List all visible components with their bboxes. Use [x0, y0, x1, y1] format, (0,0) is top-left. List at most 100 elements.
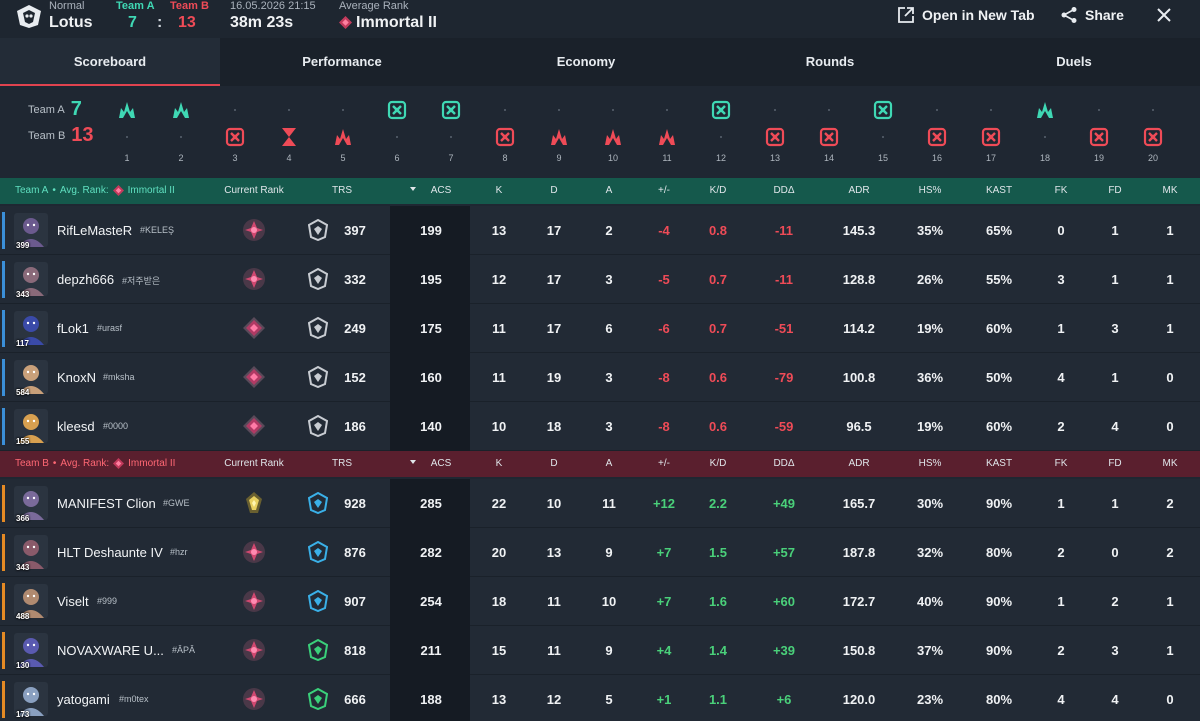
stat-k: 11 — [492, 321, 506, 336]
round-number: 17 — [985, 153, 996, 163]
player-name[interactable]: RifLeMasteR — [57, 223, 133, 238]
agent-avatar — [14, 633, 48, 667]
player-row[interactable]: 584 KnoxN #mksha 152 160 11 19 3 -8 0.6 -79 100.8 36… — [0, 353, 1200, 402]
round-column[interactable]: 19 — [1084, 86, 1114, 178]
round-column[interactable]: 18 — [1030, 86, 1060, 178]
share-button[interactable]: Share — [1060, 6, 1124, 24]
agent-avatar — [14, 584, 48, 618]
team-color-bar — [2, 310, 5, 347]
tab-economy[interactable]: Economy — [556, 54, 616, 69]
round-column[interactable]: 6 — [382, 86, 412, 178]
round-column[interactable]: 17 — [976, 86, 1006, 178]
trs-icon — [307, 540, 329, 564]
elimination-icon — [601, 125, 625, 149]
col-header-kd: K/D — [709, 185, 727, 196]
tab-duels[interactable]: Duels — [1056, 54, 1092, 69]
player-name[interactable]: Viselt — [57, 594, 89, 609]
player-name[interactable]: yatogami — [57, 692, 110, 707]
empty-round-dot — [828, 109, 830, 111]
team-a-header: Team A • Avg. Rank: Immortal II Current … — [0, 178, 1200, 204]
player-row[interactable]: 343 depzh666 #저주받은 332 195 12 17 3 -5 0.7 -11 128.8… — [0, 255, 1200, 304]
round-column[interactable]: 4 — [274, 86, 304, 178]
stat-trs: 152 — [344, 370, 366, 385]
round-column[interactable]: 12 — [706, 86, 736, 178]
tab-rounds[interactable]: Rounds — [805, 54, 855, 69]
player-row[interactable]: 399 RifLeMasteR #KELEŞ 397 199 13 17 2 -4 0.8 -11 1… — [0, 206, 1200, 255]
round-column[interactable]: 15 — [868, 86, 898, 178]
player-row[interactable]: 173 yatogami #m0tex 666 188 13 12 5 +1 1.1 +6 120.0… — [0, 675, 1200, 721]
stat-fk: 0 — [1057, 223, 1065, 238]
round-column[interactable]: 2 — [166, 86, 196, 178]
tab-scoreboard[interactable]: Scoreboard — [0, 38, 220, 86]
round-column[interactable]: 9 — [544, 86, 574, 178]
round-column[interactable]: 14 — [814, 86, 844, 178]
player-name[interactable]: NOVAXWARE U... — [57, 643, 164, 658]
round-column[interactable]: 11 — [652, 86, 682, 178]
stat-adr: 114.2 — [843, 321, 875, 336]
account-level: 117 — [16, 339, 29, 348]
round-column[interactable]: 8 — [490, 86, 520, 178]
player-name[interactable]: KnoxN — [57, 370, 97, 385]
stat-dd: +60 — [772, 594, 796, 609]
stat-a: 10 — [601, 594, 617, 609]
team-a-avg-rank-label: Avg. Rank: — [59, 185, 109, 196]
trs-icon — [307, 638, 329, 662]
team-color-bar — [2, 681, 5, 718]
player-row[interactable]: 488 Viselt #999 907 254 18 11 10 +7 1.6 +60 172.7 40… — [0, 577, 1200, 626]
stat-adr: 172.7 — [842, 594, 876, 609]
round-column[interactable]: 13 — [760, 86, 790, 178]
player-row[interactable]: 117 fLok1 #urasf 249 175 11 17 6 -6 0.7 -51 114.2 19… — [0, 304, 1200, 353]
player-name[interactable]: fLok1 — [57, 321, 89, 336]
current-rank-icon — [242, 589, 266, 613]
player-row[interactable]: 130 NOVAXWARE U... #ÂPÂ 818 211 15 11 9 +4 1.4 +39… — [0, 626, 1200, 675]
tab-performance[interactable]: Performance — [302, 54, 382, 69]
player-name[interactable]: HLT Deshaunte IV — [57, 545, 163, 560]
round-column[interactable]: 10 — [598, 86, 628, 178]
round-column[interactable]: 16 — [922, 86, 952, 178]
empty-round-dot — [990, 109, 992, 111]
stat-trs: 928 — [344, 496, 366, 511]
col-header-acs[interactable]: ACS — [430, 185, 452, 196]
player-row[interactable]: 366 MANIFEST Clion #GWE 928 285 22 10 11 +12 2.2 +… — [0, 479, 1200, 528]
round-column[interactable]: 3 — [220, 86, 250, 178]
round-column[interactable]: 5 — [328, 86, 358, 178]
acs-column-highlight — [390, 402, 470, 451]
round-timeline: Team A 7 Team B 13 1 2 3 4 5 6 7 8 9 10 11 12 13 14 15… — [0, 86, 1200, 178]
acs-column-highlight — [390, 626, 470, 675]
round-column[interactable]: 1 — [112, 86, 142, 178]
stat-a: 6 — [605, 321, 613, 336]
round-column[interactable]: 7 — [436, 86, 466, 178]
stat-adr: 100.8 — [842, 370, 876, 385]
stat-dd: +6 — [776, 692, 792, 707]
current-rank-icon — [242, 491, 266, 515]
open-new-tab-button[interactable]: Open in New Tab — [897, 6, 1035, 24]
immortal-rank-icon — [113, 458, 125, 469]
stat-hs: 19% — [916, 419, 944, 434]
stat-kast: 90% — [985, 496, 1013, 511]
round-column[interactable]: 20 — [1138, 86, 1168, 178]
team-a-label: Team A — [15, 185, 49, 196]
stat-a: 11 — [602, 496, 616, 511]
empty-round-dot — [180, 136, 182, 138]
defuse-icon — [439, 98, 463, 122]
score-separator: : — [157, 14, 163, 31]
stat-fk: 3 — [1057, 272, 1065, 287]
col-header-fd: FD — [1108, 185, 1122, 196]
share-icon — [1061, 7, 1077, 23]
player-name[interactable]: depzh666 — [57, 272, 115, 287]
empty-round-dot — [1098, 109, 1100, 111]
player-row[interactable]: 155 kleesd #0000 186 140 10 18 3 -8 0.6 -59 96.5 19%… — [0, 402, 1200, 451]
player-row[interactable]: 343 HLT Deshaunte IV #hzr 876 282 20 13 9 +7 1.5 +… — [0, 528, 1200, 577]
stat-fd: 1 — [1111, 223, 1119, 238]
timeline-team-b: Team B 13 — [28, 124, 94, 146]
col-header-acs[interactable]: ACS — [430, 458, 452, 469]
stat-d: 10 — [546, 496, 562, 511]
empty-round-dot — [936, 109, 938, 111]
close-icon[interactable] — [1154, 5, 1174, 25]
stat-hs: 32% — [916, 545, 944, 560]
stat-kast: 60% — [985, 419, 1013, 434]
player-name[interactable]: kleesd — [57, 419, 95, 434]
stat-kd: 0.7 — [708, 321, 728, 336]
player-name[interactable]: MANIFEST Clion — [57, 496, 156, 511]
col-header-current_rank: Current Rank — [224, 458, 284, 469]
